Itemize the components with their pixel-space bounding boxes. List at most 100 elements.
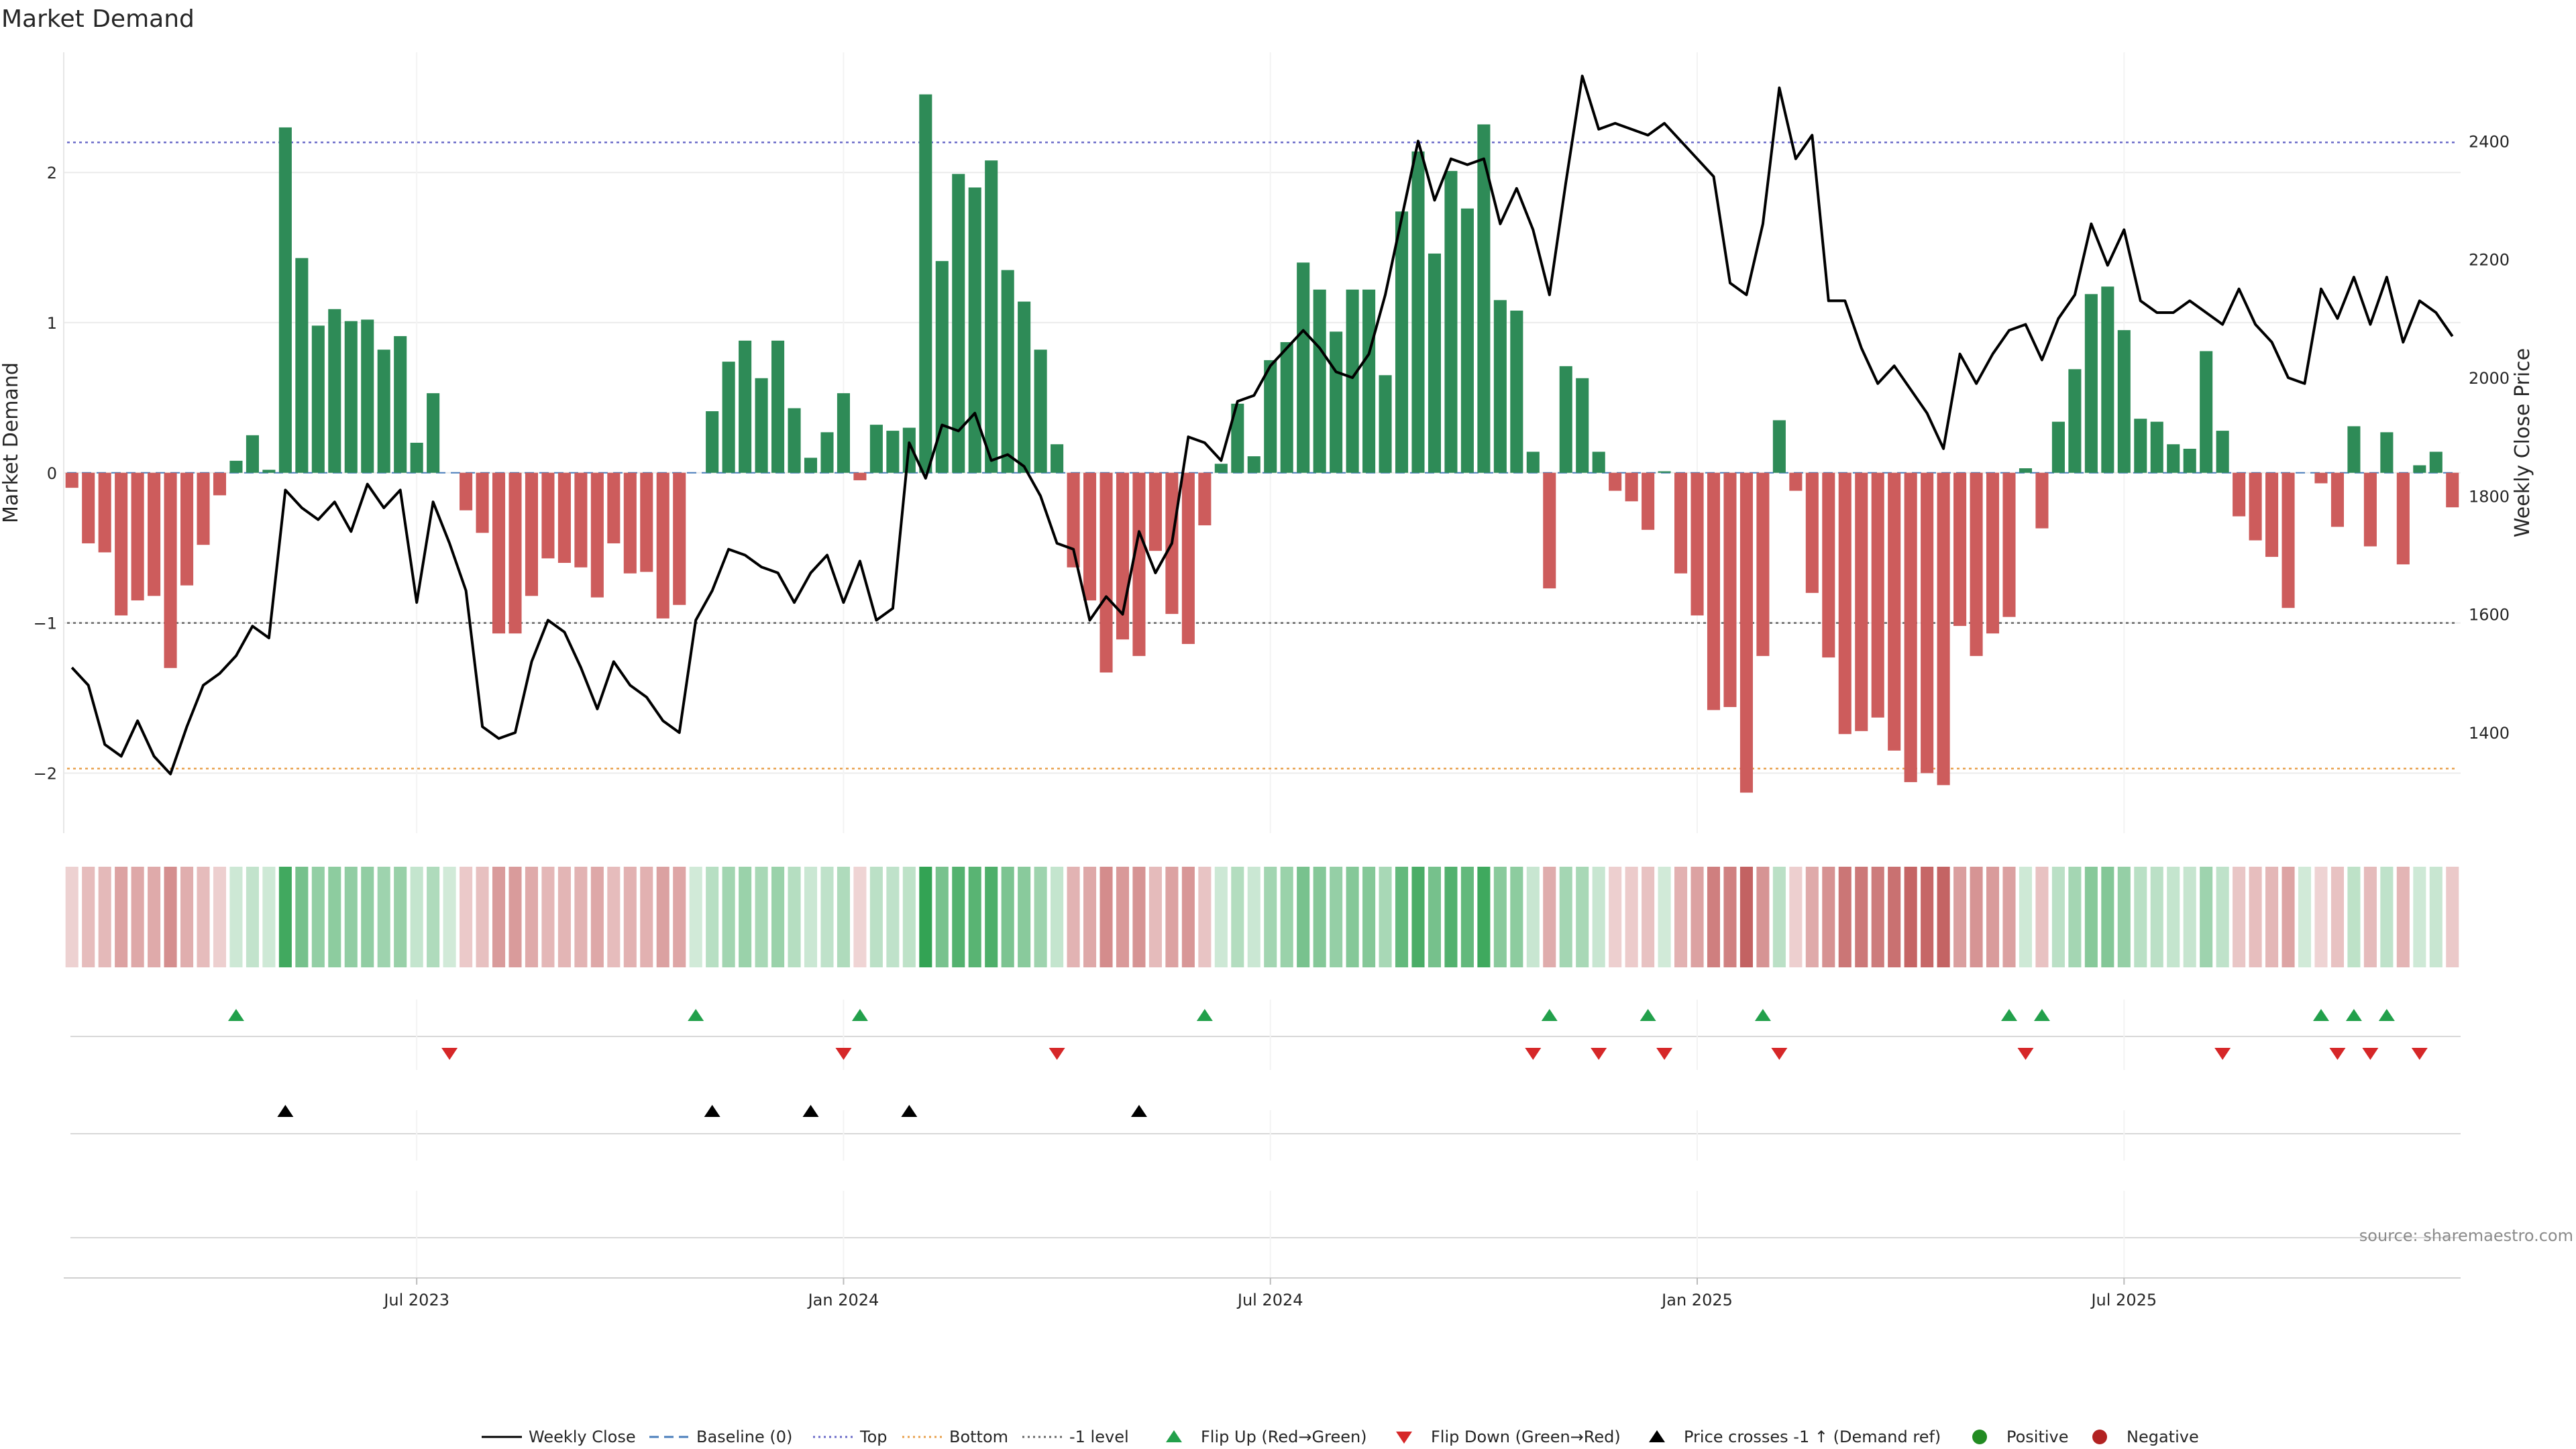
demand-bar (2200, 351, 2213, 473)
legend-label: Weekly Close (529, 1428, 636, 1446)
demand-bar (1789, 472, 1803, 491)
demand-bar (1297, 262, 1310, 473)
demand-bar (148, 472, 161, 596)
demand-bar (2396, 472, 2410, 565)
demand-bar (2068, 369, 2082, 473)
demand-bar (492, 472, 506, 634)
demand-bar (1132, 472, 1146, 656)
y-tick-label: 0 (47, 464, 57, 483)
demand-bar (2233, 472, 2246, 517)
demand-bar (1428, 253, 1442, 473)
demand-bar (1855, 472, 1868, 731)
legend-label: Flip Down (Green→Red) (1431, 1428, 1621, 1446)
strip-cell (1460, 867, 1474, 967)
demand-bar (2134, 419, 2147, 473)
flip-down-marker (2362, 1048, 2379, 1060)
demand-bar (2117, 330, 2131, 473)
demand-bar (2051, 421, 2065, 473)
legend-label: Baseline (0) (696, 1428, 792, 1446)
strip-cell (2265, 867, 2279, 967)
demand-bar (968, 187, 981, 473)
strip-cell (1411, 867, 1425, 967)
strip-cell (739, 867, 752, 967)
demand-bar (427, 393, 440, 473)
strip-cell (1148, 867, 1162, 967)
demand-bar (2282, 472, 2295, 608)
strip-cell (460, 867, 473, 967)
strip-cell (1723, 867, 1737, 967)
strip-cell (2117, 867, 2131, 967)
demand-bar (394, 336, 407, 473)
x-tick-label: Jul 2024 (1236, 1291, 1303, 1309)
demand-bar (1953, 472, 1967, 627)
legend-swatch (1972, 1430, 1987, 1444)
flip-down-marker (2329, 1048, 2346, 1060)
gridlines (64, 52, 2461, 833)
strip-cell (1658, 867, 1671, 967)
strip-cell (2413, 867, 2426, 967)
demand-bar (1904, 472, 1917, 782)
strip-cell (1559, 867, 1572, 967)
demand-bar (2429, 451, 2443, 473)
demand-bar (197, 472, 210, 545)
flip-down-marker (2017, 1048, 2034, 1060)
demand-bar (295, 258, 309, 473)
demand-bar (1739, 472, 1753, 793)
weekly-close-line (70, 74, 2454, 775)
demand-bar (2084, 294, 2098, 473)
demand-bar (1526, 451, 1540, 473)
strip-cell (1772, 867, 1786, 967)
demand-bar (1280, 342, 1293, 473)
demand-bar (311, 325, 325, 473)
demand-bar (1510, 311, 1523, 473)
strip-cell (771, 867, 785, 967)
strip-cell (2347, 867, 2361, 967)
demand-bar (2002, 472, 2016, 617)
demand-bar (1674, 472, 1688, 574)
demand-bar (1395, 211, 1409, 473)
demand-bar (1970, 472, 1983, 656)
price-cross-marker (704, 1105, 720, 1117)
strip-cell (804, 867, 818, 967)
flip-down-marker (441, 1048, 458, 1060)
demand-bar (886, 431, 900, 473)
strip-cell (2363, 867, 2377, 967)
strip-cell (2035, 867, 2049, 967)
demand-bar (262, 470, 276, 473)
x-tick-label: Jan 2025 (1660, 1291, 1733, 1309)
demand-bar (98, 472, 111, 553)
strip-cell (689, 867, 702, 967)
strip-cell (2446, 867, 2459, 967)
chart-title: Market Demand (1, 5, 195, 33)
strip-cell (1083, 867, 1097, 967)
strip-cell (1609, 867, 1622, 967)
strip-cell (2150, 867, 2163, 967)
strip-cell (1789, 867, 1803, 967)
strip-cell (2380, 867, 2394, 967)
strip-cell (2101, 867, 2114, 967)
flip-down-marker (2411, 1048, 2428, 1060)
demand-bar (935, 261, 949, 473)
demand-bar (1888, 472, 1901, 751)
x-tick-label: Jul 2023 (382, 1291, 449, 1309)
flip-down-marker (1525, 1048, 1542, 1060)
price-series (70, 74, 2454, 775)
demand-bar (410, 443, 423, 473)
demand-bar (1411, 151, 1425, 473)
strip-cell (278, 867, 292, 967)
strip-cell (1346, 867, 1359, 967)
strip-cell (82, 867, 95, 967)
strip-cell (492, 867, 506, 967)
strip-cell (1822, 867, 1835, 967)
demand-bar (476, 472, 489, 533)
demand-bar (952, 174, 965, 473)
legend-label: Negative (2127, 1428, 2199, 1446)
demand-bar (623, 472, 637, 574)
strip-cell (1099, 867, 1113, 967)
flip-up-marker (227, 1009, 244, 1021)
strip-cell (2002, 867, 2016, 967)
strip-cell (820, 867, 834, 967)
demand-bar (525, 472, 539, 596)
legend-label: Bottom (949, 1428, 1008, 1446)
demand-bar (919, 94, 932, 473)
